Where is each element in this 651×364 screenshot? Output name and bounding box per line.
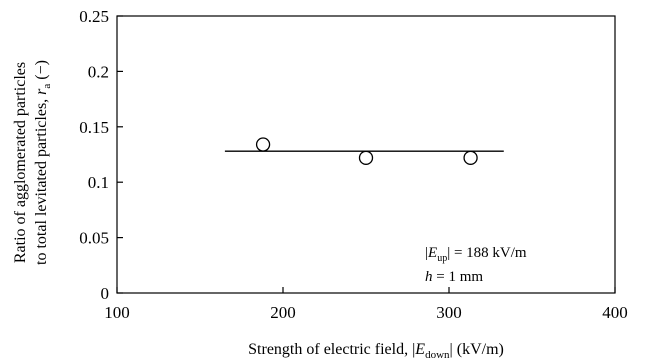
data-points [255,137,478,165]
x-tick-label: 400 [602,303,628,322]
axis-tick-labels: 0 0.05 0.1 0.15 0.2 0.25 100 200 300 400 [79,7,628,322]
y-tick-label: 0 [101,284,110,303]
y-tick-label: 0.05 [79,229,109,248]
y-tick-label: 0.2 [88,62,109,81]
data-point [463,150,478,165]
annotation-h: h = 1 mm [425,269,483,285]
x-tick-label: 300 [436,303,462,322]
data-point [255,137,271,152]
y-axis-title-line-2: to total levitated particles, ra (−) [33,60,53,265]
x-tick-label: 200 [270,303,296,322]
y-axis-title-line-1: Ratio of agglomerated particles [12,62,29,263]
x-tick-label: 100 [104,303,130,322]
annotation-e-up: |Eup| = 188 kV/m [425,245,527,264]
plot-frame [116,15,616,294]
y-tick-label: 0.25 [79,7,109,26]
y-tick-label: 0.15 [79,118,109,137]
x-axis-title: Strength of electric field, |Edown| (kV/… [248,341,504,361]
data-point [358,150,374,165]
y-tick-label: 0.1 [88,173,109,192]
